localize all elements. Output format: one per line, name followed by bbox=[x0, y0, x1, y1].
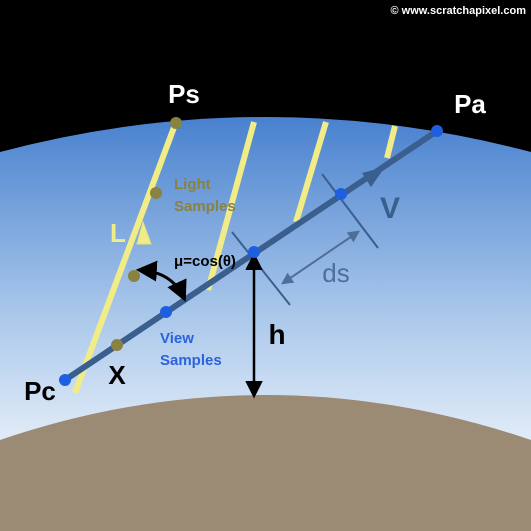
copyright-text: © www.scratchapixel.com bbox=[391, 5, 527, 17]
light-ray-main bbox=[72, 120, 179, 395]
label-pc: Pc bbox=[24, 376, 56, 406]
label-v: V bbox=[380, 192, 400, 225]
view-sample bbox=[335, 188, 347, 200]
ds-dimension-arrow bbox=[281, 230, 360, 285]
planet-ground bbox=[0, 395, 531, 531]
view-sample-pa bbox=[431, 125, 443, 137]
light-sample-ps bbox=[170, 117, 182, 129]
label-l: L bbox=[110, 218, 126, 248]
light-samples-label-line2: Samples bbox=[174, 198, 236, 215]
light-direction-arrow bbox=[136, 220, 152, 245]
light-rays bbox=[72, 120, 398, 395]
view-samples-label-line1: View bbox=[160, 330, 194, 347]
light-samples-label-line1: Light bbox=[174, 176, 211, 193]
light-samples bbox=[111, 117, 182, 351]
view-sample bbox=[248, 246, 260, 258]
angle-arc bbox=[135, 260, 187, 302]
light-sample bbox=[128, 270, 140, 282]
view-samples bbox=[59, 125, 443, 386]
view-sample-pc bbox=[59, 374, 71, 386]
label-x: X bbox=[108, 360, 126, 390]
view-sample bbox=[160, 306, 172, 318]
light-sample bbox=[150, 187, 162, 199]
view-direction-arrow bbox=[362, 167, 385, 187]
label-ps: Ps bbox=[168, 79, 200, 109]
label-pa: Pa bbox=[454, 89, 486, 119]
label-h: h bbox=[268, 319, 285, 350]
light-ray-2 bbox=[205, 121, 257, 291]
ds-tick-right bbox=[321, 173, 379, 249]
light-ray-3 bbox=[293, 121, 329, 223]
light-sample-x bbox=[111, 339, 123, 351]
label-mu: μ=cos(θ) bbox=[174, 253, 236, 270]
light-ray-4 bbox=[384, 125, 398, 159]
view-samples-label-line2: Samples bbox=[160, 352, 222, 369]
label-ds: ds bbox=[322, 258, 349, 288]
